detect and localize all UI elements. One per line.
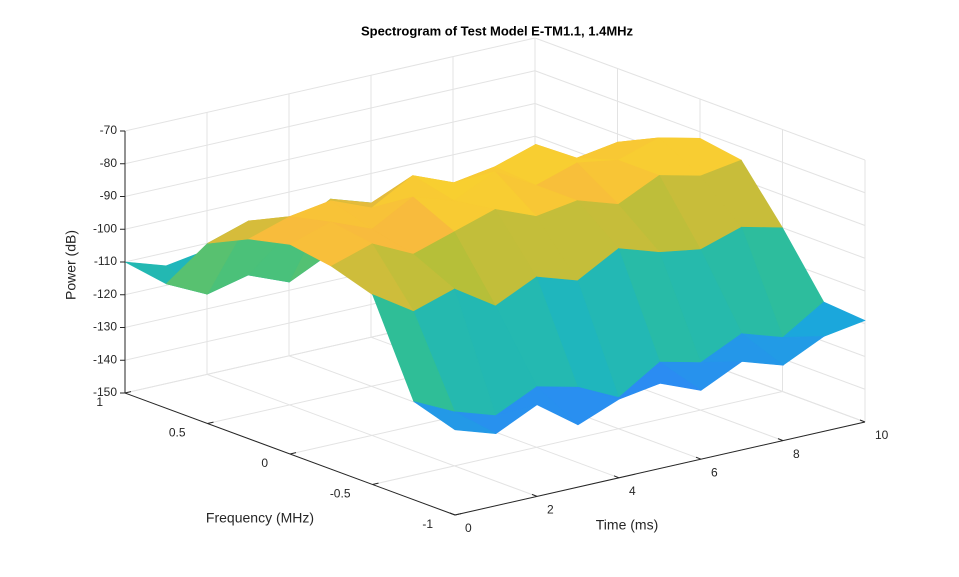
z-tick-label: -100 bbox=[93, 221, 117, 235]
grid-line bbox=[124, 135, 536, 230]
grid-line bbox=[124, 103, 536, 197]
z-tick-label: -110 bbox=[94, 254, 117, 268]
tick bbox=[124, 391, 132, 394]
x-axis bbox=[454, 421, 866, 516]
z-tick-label: -80 bbox=[100, 156, 118, 170]
tick bbox=[859, 419, 866, 423]
x-tick-label: 4 bbox=[629, 484, 636, 498]
tick bbox=[449, 512, 456, 516]
grid-line bbox=[372, 391, 783, 485]
tick bbox=[531, 493, 538, 497]
z-tick-label: -140 bbox=[93, 352, 117, 366]
tick bbox=[695, 456, 702, 460]
surface bbox=[124, 137, 866, 435]
z-tick-label: -90 bbox=[100, 189, 118, 203]
z-tick-label: -130 bbox=[93, 320, 117, 334]
z-axis-label: Power (dB) bbox=[63, 230, 79, 300]
x-tick-label: 10 bbox=[875, 428, 889, 442]
chart-title: Spectrogram of Test Model E-TM1.1, 1.4MH… bbox=[361, 23, 634, 38]
grid-line bbox=[124, 37, 536, 132]
y-tick-label: 0.5 bbox=[169, 426, 186, 440]
tick bbox=[454, 513, 462, 516]
tick bbox=[207, 421, 214, 424]
y-tick-label: -1 bbox=[422, 517, 433, 531]
grid-line bbox=[534, 70, 866, 194]
x-tick-label: 6 bbox=[711, 465, 718, 479]
grid-line bbox=[534, 37, 866, 161]
x-tick-label: 0 bbox=[465, 521, 472, 535]
tick bbox=[777, 438, 784, 442]
y-tick-label: 0 bbox=[261, 456, 268, 470]
y-tick-label: 1 bbox=[96, 395, 103, 409]
y-axis-label: Frequency (MHz) bbox=[206, 510, 314, 526]
grid-line bbox=[124, 70, 536, 165]
x-tick-label: 2 bbox=[547, 503, 554, 517]
surface-patch bbox=[413, 401, 497, 434]
tick bbox=[289, 452, 297, 455]
x-axis-label: Time (ms) bbox=[596, 517, 658, 533]
z-tick-label: -150 bbox=[93, 385, 117, 399]
x-tick-label: 8 bbox=[793, 447, 800, 461]
tick bbox=[372, 482, 379, 485]
z-tick-label: -70 bbox=[100, 123, 118, 137]
y-tick-label: -0.5 bbox=[330, 487, 351, 501]
axes: -150 -140 -130 -120 -110 -100 -90 -80 -70 -1 -0.5 0… bbox=[93, 123, 889, 535]
z-tick-label: -120 bbox=[93, 287, 117, 301]
tick bbox=[613, 475, 620, 479]
